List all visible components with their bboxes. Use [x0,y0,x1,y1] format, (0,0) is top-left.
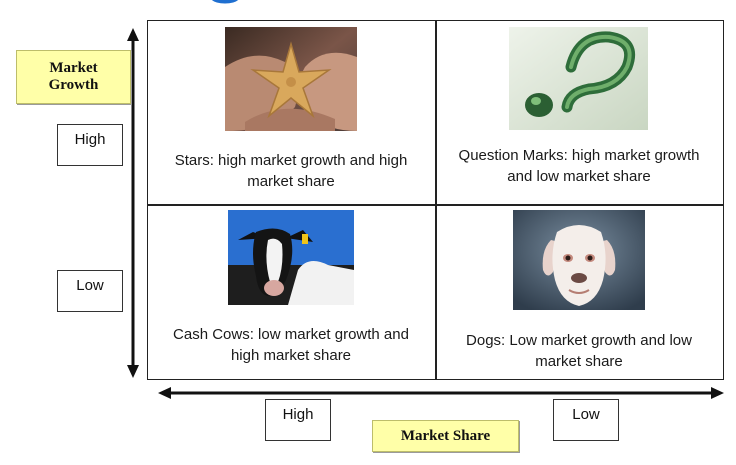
market-growth-label: Market Growth [48,60,99,93]
question-marks-image [509,27,648,130]
growth-low-label: Low [76,277,104,294]
dogs-image [513,210,645,310]
cash-cows-image [228,210,354,305]
share-low-box: Low [553,399,619,441]
stars-description: Stars: high market growth and high marke… [174,152,408,190]
dogs-description: Dogs: Low market growth and low market s… [466,332,692,370]
vertical-axis-arrow [127,28,139,378]
market-share-title: Market Share [372,420,519,452]
growth-low-box: Low [57,270,123,312]
stars-image [225,27,357,131]
share-low-label: Low [572,406,600,423]
matrix-vertical-divider [435,20,437,380]
matrix-horizontal-divider [147,204,724,206]
market-growth-title: Market Growth [16,50,131,104]
horizontal-axis-arrow [158,387,724,399]
title-fragment [212,0,238,4]
growth-high-label: High [74,131,106,148]
market-share-label: Market Share [400,427,491,444]
share-high-label: High [282,406,314,423]
share-high-box: High [265,399,331,441]
cash-cows-description: Cash Cows: low market growth and high ma… [173,326,409,364]
question-marks-description: Question Marks: high market growth and l… [458,147,700,185]
growth-high-box: High [57,124,123,166]
